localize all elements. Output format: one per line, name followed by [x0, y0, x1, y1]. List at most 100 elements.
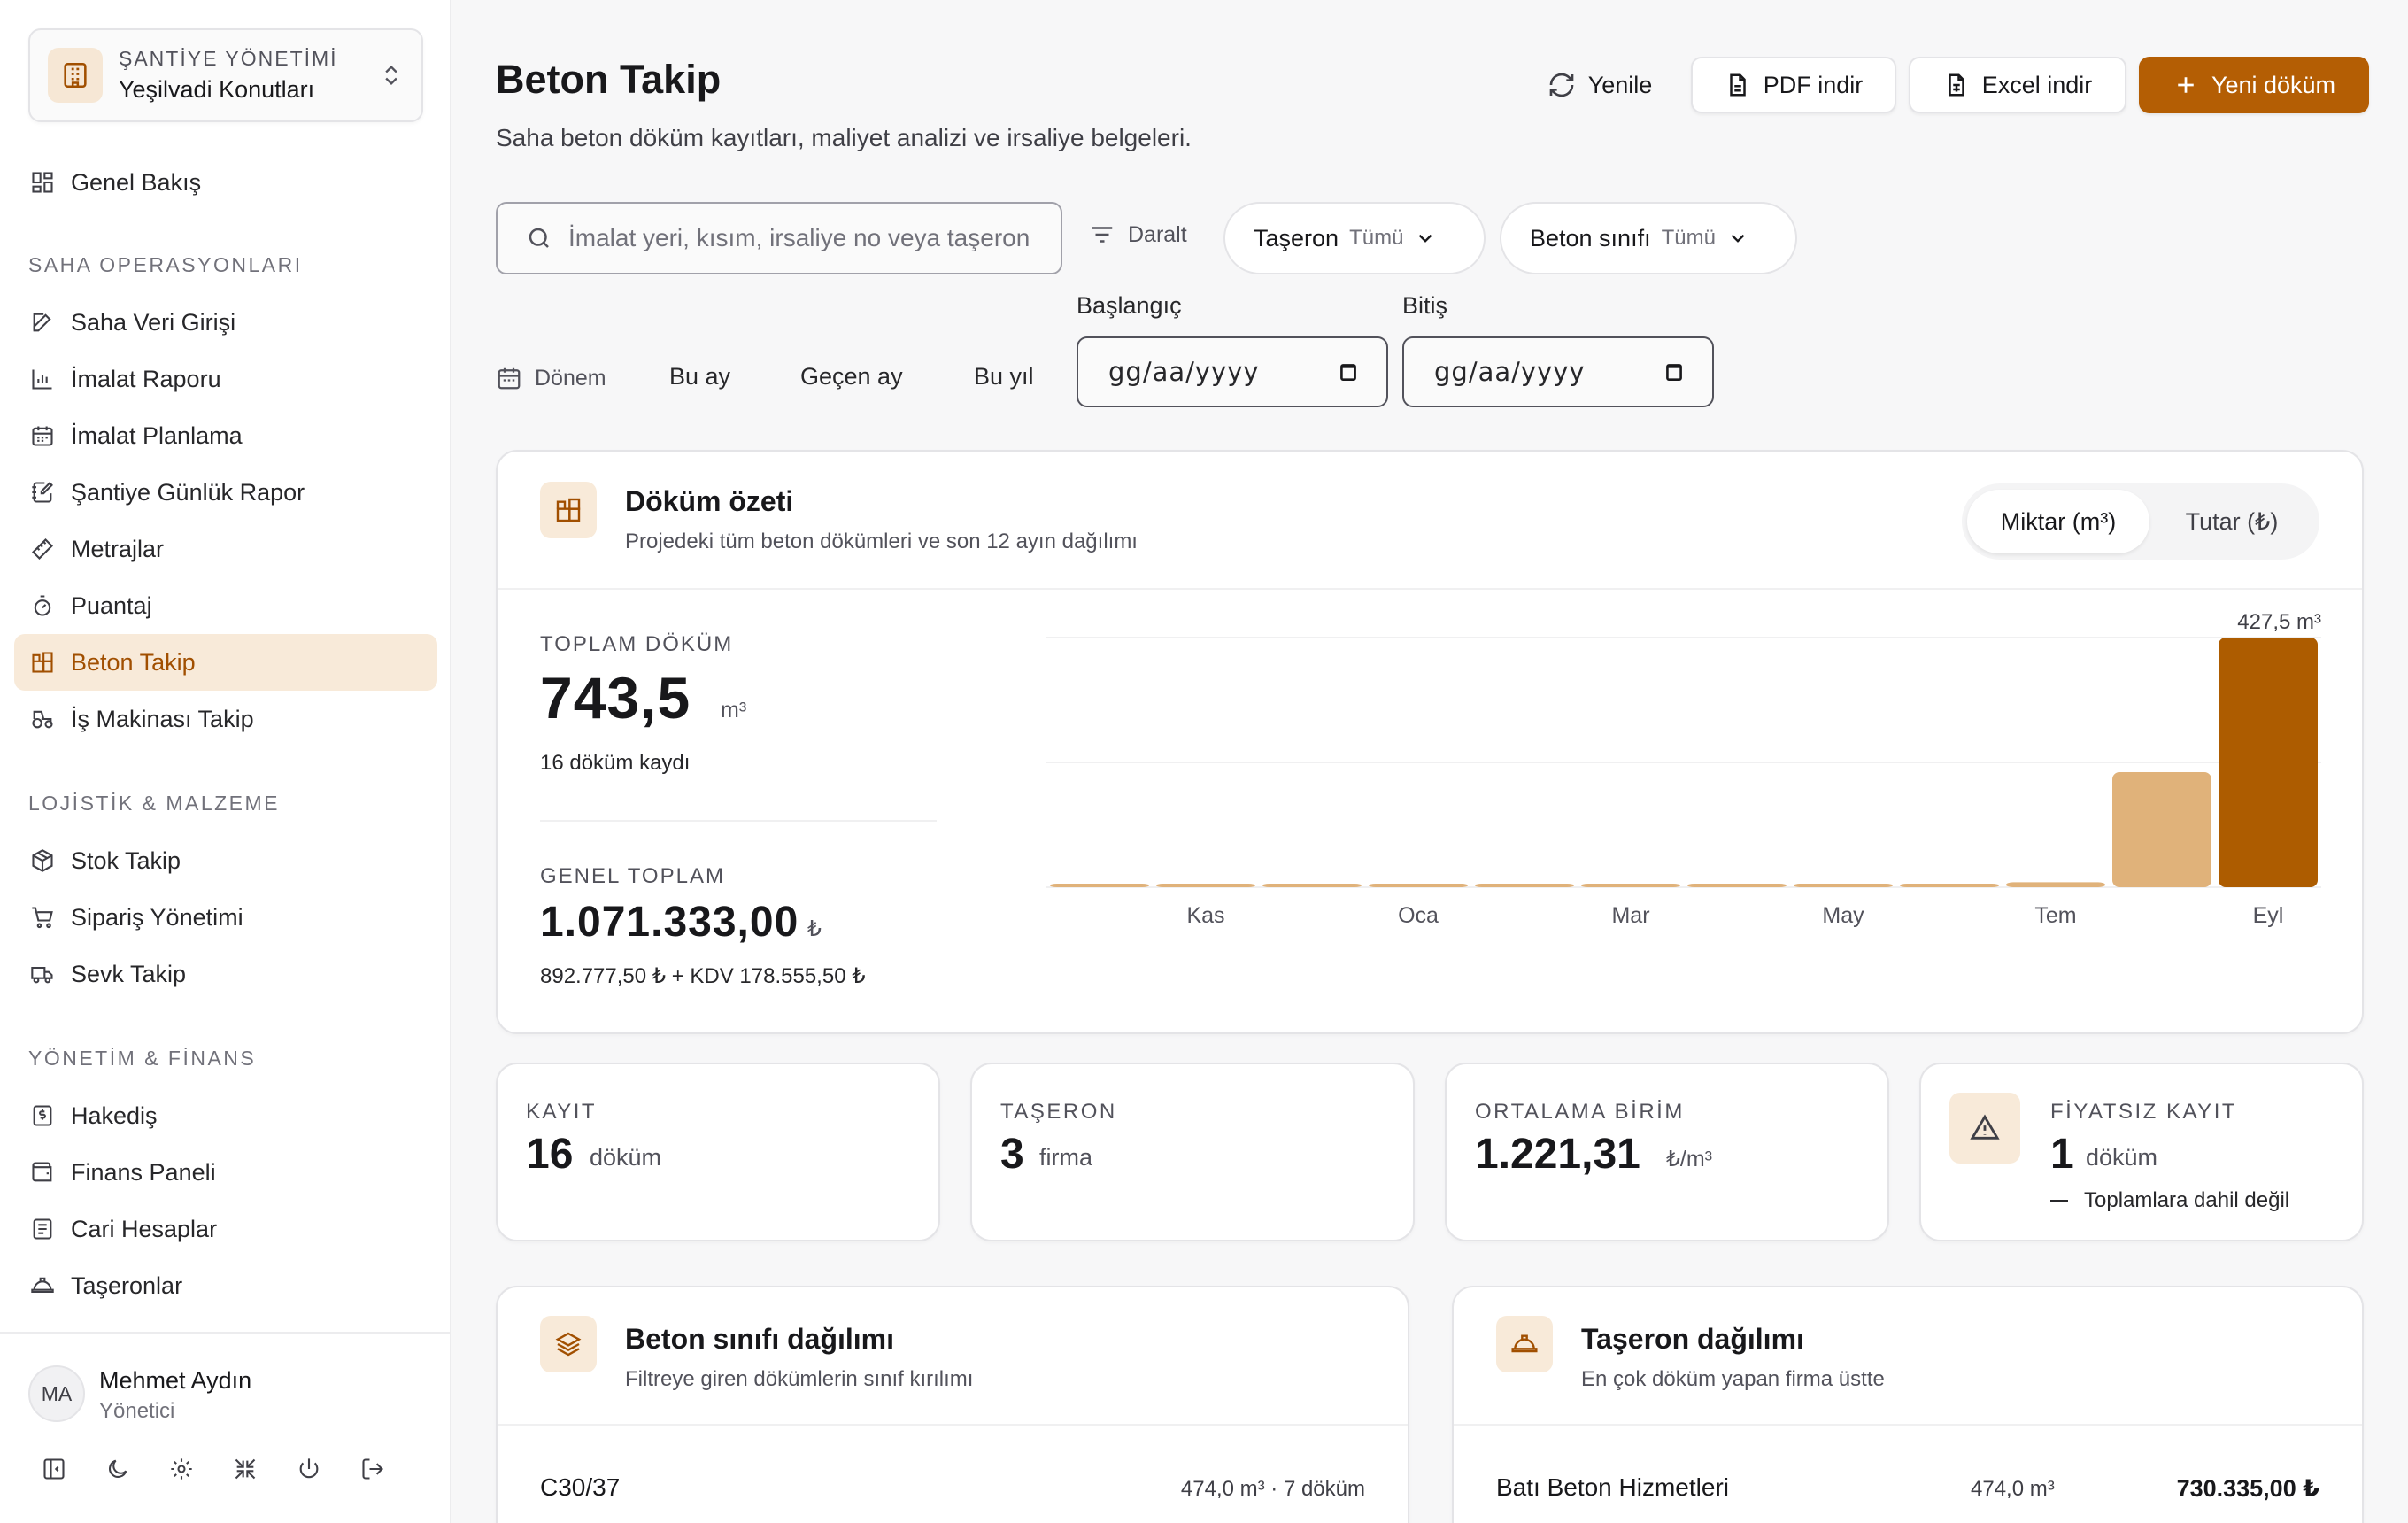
cart-icon [28, 903, 57, 932]
period-this-year[interactable]: Bu yıl [974, 363, 1034, 390]
minimize-icon[interactable] [230, 1454, 260, 1484]
logout-icon[interactable] [358, 1454, 388, 1484]
ledger-icon [28, 1215, 57, 1243]
stat-card-avg-unit: ORTALAMA BİRİM 1.221,31 ₺/m³ [1445, 1063, 1889, 1241]
toggle-quantity[interactable]: Miktar (m³) [1967, 490, 2149, 553]
sidebar-item-machinery[interactable]: İş Makinası Takip [14, 691, 437, 747]
grand-total-value: 1.071.333,00 [540, 899, 799, 946]
sidebar-item-finance[interactable]: Finans Paneli [14, 1144, 437, 1201]
chart-bar-Oca[interactable] [1369, 884, 1468, 887]
stat-label: TAŞERON [1000, 1100, 1117, 1124]
chart-tick-label: Kas [1186, 903, 1224, 928]
calendar-icon[interactable] [1337, 360, 1360, 383]
toggle-amount[interactable]: Tutar (₺) [2185, 507, 2279, 535]
avatar[interactable]: MA [28, 1365, 85, 1422]
sidebar-item-label: İş Makinası Takip [71, 705, 254, 732]
narrow-filter-button[interactable]: Daralt [1089, 221, 1187, 248]
user-name: Mehmet Aydın [99, 1367, 252, 1394]
divider [1454, 1424, 2362, 1426]
sidebar-item-label: Puantaj [71, 591, 152, 619]
chart-bar-Ağu[interactable] [2112, 772, 2211, 887]
concrete-class-select[interactable]: Beton sınıfı Tümü [1500, 202, 1797, 274]
chart-bar-Eki[interactable] [1050, 884, 1149, 887]
project-switcher[interactable]: ŞANTİYE YÖNETİMİ Yeşilvadi Konutları [28, 28, 423, 122]
subcontractor-select[interactable]: Taşeron Tümü [1223, 202, 1486, 274]
chart-bar-Tem[interactable] [2006, 882, 2105, 887]
sidebar-item-daily-report[interactable]: Şantiye Günlük Rapor [14, 464, 437, 521]
pour-summary-card: Döküm özeti Projedeki tüm beton dökümler… [496, 450, 2364, 1034]
sidebar-item-label: İmalat Planlama [71, 421, 243, 449]
sidebar-item-shipment[interactable]: Sevk Takip [14, 946, 437, 1002]
calendar-icon[interactable] [1663, 360, 1686, 383]
gear-icon[interactable] [166, 1454, 197, 1484]
total-pour-unit: m³ [721, 698, 747, 723]
moon-icon[interactable] [103, 1454, 133, 1484]
period-last-month[interactable]: Geçen ay [800, 363, 903, 390]
page-title: Beton Takip [496, 57, 722, 102]
stat-unit: firma [1039, 1144, 1092, 1171]
sidebar-item-label: Cari Hesaplar [71, 1215, 218, 1242]
chart-bar-Kas[interactable] [1156, 884, 1255, 887]
sidebar-item-production-report[interactable]: İmalat Raporu [14, 351, 437, 407]
search-icon [526, 225, 552, 251]
pdf-download-button[interactable]: PDF indir [1691, 57, 1896, 113]
project-name: Yeşilvadi Konutları [119, 76, 315, 103]
sidebar-item-site-data-entry[interactable]: Saha Veri Girişi [14, 294, 437, 351]
chart-tick-label: Oca [1398, 903, 1439, 928]
file-icon [1725, 72, 1751, 98]
sidebar-item-accounts[interactable]: Cari Hesaplar [14, 1201, 437, 1257]
sidebar-item-orders[interactable]: Sipariş Yönetimi [14, 889, 437, 946]
sidebar-item-production-planning[interactable]: İmalat Planlama [14, 407, 437, 464]
stat-value: 3 [1000, 1131, 1024, 1178]
end-date-input[interactable]: gg/aa/yyyy [1402, 336, 1714, 407]
stat-unit: ₺/m³ [1666, 1147, 1713, 1171]
excel-download-button[interactable]: Excel indir [1909, 57, 2126, 113]
start-date-input[interactable]: gg/aa/yyyy [1077, 336, 1388, 407]
power-icon[interactable] [294, 1454, 324, 1484]
period-this-month[interactable]: Bu ay [669, 363, 731, 390]
chart-bar-Eyl[interactable] [2219, 638, 2318, 887]
class-distribution-subtitle: Filtreye giren dökümlerin sınıf kırılımı [625, 1367, 974, 1391]
sidebar-item-label: Hakediş [71, 1102, 158, 1129]
chart-bar-Mar[interactable] [1581, 884, 1680, 887]
sidebar-item-concrete-tracking[interactable]: Beton Takip [14, 634, 437, 691]
chart-bar-Şub[interactable] [1475, 884, 1574, 887]
stat-value: 1 [2050, 1131, 2074, 1178]
sidebar-item-stock[interactable]: Stok Takip [14, 832, 437, 889]
grand-total-unit: ₺ [807, 916, 822, 941]
subcontractor-distribution-title: Taşeron dağılımı [1581, 1323, 1804, 1355]
chart-peak-label: 427,5 m³ [2237, 610, 2321, 634]
chart-tick-label: Tem [2034, 903, 2076, 928]
subcontractor-row-meta: 474,0 m³ [1971, 1477, 2055, 1501]
collapse-sidebar-icon[interactable] [39, 1454, 69, 1484]
ruler-icon [28, 535, 57, 563]
chart-bar-Haz[interactable] [1900, 884, 1999, 887]
subcontractor-row-amount: 730.335,00 ₺ [2176, 1475, 2319, 1502]
refresh-icon [1547, 71, 1576, 99]
sidebar-item-progress-payment[interactable]: Hakediş [14, 1087, 437, 1144]
total-pour-label: TOPLAM DÖKÜM [540, 632, 734, 656]
spreadsheet-icon [1943, 72, 1970, 98]
sidebar-item-subcontractors[interactable]: Taşeronlar [14, 1257, 437, 1314]
search-box[interactable] [496, 202, 1062, 274]
bar-chart-icon [28, 365, 57, 393]
class-distribution-card: Beton sınıfı dağılımı Filtreye giren dök… [496, 1286, 1409, 1523]
refresh-button[interactable]: Yenile [1533, 57, 1666, 113]
search-input[interactable] [568, 224, 1046, 252]
sidebar-item-timesheet[interactable]: Puantaj [14, 577, 437, 634]
chart-bar-May[interactable] [1794, 884, 1893, 887]
stat-value: 1.221,31 [1475, 1131, 1640, 1178]
grand-total-label: GENEL TOPLAM [540, 864, 725, 888]
stat-label: ORTALAMA BİRİM [1475, 1100, 1685, 1124]
chart-bar-Ara[interactable] [1262, 884, 1362, 887]
chevron-down-icon [1414, 227, 1437, 250]
chart-bar-Nis[interactable] [1687, 884, 1787, 887]
new-pour-button[interactable]: Yeni döküm [2139, 57, 2369, 113]
sidebar-item-quantities[interactable]: Metrajlar [14, 521, 437, 577]
warning-icon [1949, 1093, 2020, 1164]
sidebar-item-overview[interactable]: Genel Bakış [14, 154, 437, 211]
blocks-icon [28, 648, 57, 676]
filter-icon [1089, 221, 1115, 248]
start-date-label: Başlangıç [1077, 292, 1182, 319]
wallet-icon [28, 1158, 57, 1187]
